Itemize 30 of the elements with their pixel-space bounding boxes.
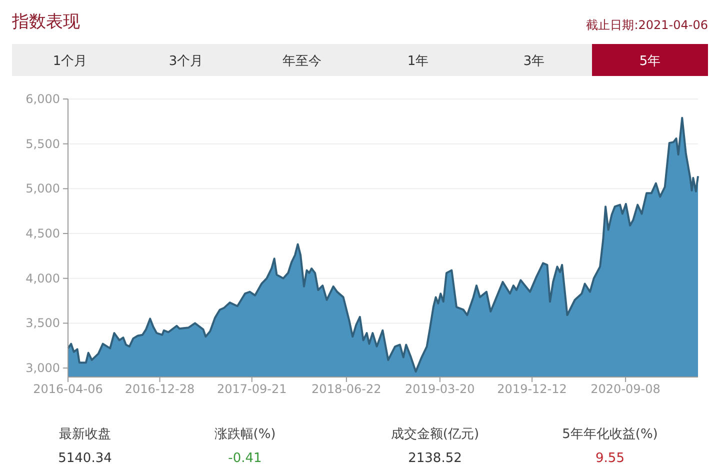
y-tick-label: 5,500 [26, 136, 60, 151]
x-tick-label: 2019-03-20 [405, 382, 475, 396]
text: 涨跌幅(%) [214, 427, 276, 442]
y-tick-label: 3,000 [26, 361, 60, 376]
text: 3个月 [168, 54, 204, 69]
text: -0.41 [228, 451, 262, 466]
x-tick-label: 2016-04-06 [33, 382, 103, 396]
text: 年至今 [282, 54, 322, 69]
x-tick-label: 2018-06-22 [312, 382, 382, 396]
text: 1年 [407, 54, 429, 69]
text: 1个月 [52, 54, 88, 69]
text: 5年年化收益(%) [562, 427, 658, 442]
y-tick-label: 4,000 [26, 271, 60, 286]
y-tick-label: 3,500 [26, 316, 60, 330]
chart-title: 指数表现 [11, 12, 80, 32]
text: 2138.52 [408, 451, 462, 466]
text: 5140.34 [58, 451, 112, 466]
text: 9.55 [596, 451, 624, 466]
text: 5年 [639, 54, 661, 69]
y-tick-label: 5,000 [26, 182, 60, 196]
y-tick-label: 6,000 [26, 92, 60, 106]
text: 成交金额(亿元) [390, 426, 480, 442]
chart-subtitle: 截止日期:2021-04-06 [586, 18, 708, 32]
text: 3年 [523, 54, 545, 69]
x-tick-label: 2020-09-08 [590, 382, 660, 396]
text: 最新收盘 [59, 427, 111, 442]
y-tick-label: 4,500 [26, 226, 60, 241]
x-tick-label: 2016-12-28 [124, 382, 195, 396]
x-tick-label: 2017-09-21 [217, 382, 287, 396]
x-tick-label: 2019-12-12 [497, 382, 567, 396]
